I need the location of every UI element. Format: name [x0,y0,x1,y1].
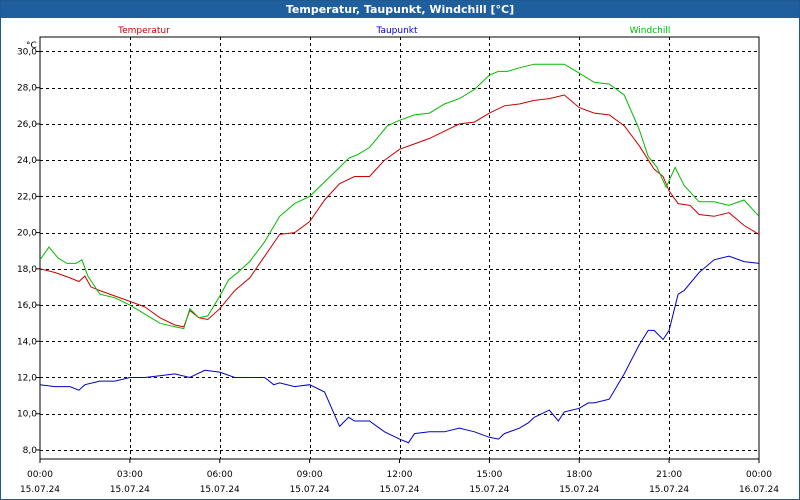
x-tick-time: 09:00 [297,470,323,480]
x-tick-date: 15.07.24 [20,485,60,495]
x-tick-time: 00:00 [27,470,53,480]
x-tick-time: 00:00 [746,470,772,480]
x-tick-time: 06:00 [207,470,233,480]
y-tick-label: 10,0 [17,410,37,420]
y-tick-label: 24,0 [17,156,37,166]
x-tick-date: 15.07.24 [110,485,150,495]
series-line-windchill [39,63,760,330]
x-tick-time: 15:00 [476,470,502,480]
y-axis-label: °C [26,41,37,51]
y-tick-label: 16,0 [17,301,37,311]
x-tick-date: 15.07.24 [649,485,689,495]
legend: Temperatur Taupunkt Windchill [117,26,670,36]
x-tick-date: 15.07.24 [469,485,509,495]
x-tick-time: 12:00 [387,470,413,480]
y-tick-label: 26,0 [17,120,37,130]
y-tick-label: 20,0 [17,229,37,239]
x-tick-time: 18:00 [566,470,592,480]
x-tick-date: 16.07.24 [739,485,779,495]
series-line-temperatur [39,94,760,328]
y-tick-label: 14,0 [17,337,37,347]
x-axis: 00:00 15.07.24 03:00 15.07.24 06:00 15.07.24 0… [20,459,779,495]
series-group [39,63,760,444]
legend-temperatur: Temperatur [117,26,170,36]
x-tick-time: 03:00 [117,470,143,480]
x-tick-date: 15.07.24 [290,485,330,495]
x-tick-date: 15.07.24 [559,485,599,495]
x-tick-date: 15.07.24 [379,485,419,495]
legend-windchill: Windchill [630,26,671,36]
y-tick-label: 30,0 [17,47,37,57]
legend-taupunkt: Taupunkt [375,26,418,36]
x-tick-date: 15.07.24 [200,485,240,495]
y-tick-label: 18,0 [17,265,37,275]
y-tick-label: 8,0 [23,446,38,456]
grid [40,37,759,459]
plot-area [39,36,760,460]
y-tick-label: 28,0 [17,84,37,94]
x-tick-time: 21:00 [656,470,682,480]
window-title: Temperatur, Taupunkt, Windchill [°C] [1,1,799,18]
series-line-taupunkt [39,255,760,444]
y-tick-label: 22,0 [17,192,37,202]
y-tick-label: 12,0 [17,373,37,383]
y-axis: 8,0 10,0 12,0 14,0 16,0 18,0 20,0 22,0 24,0 26,0 2… [17,47,40,456]
